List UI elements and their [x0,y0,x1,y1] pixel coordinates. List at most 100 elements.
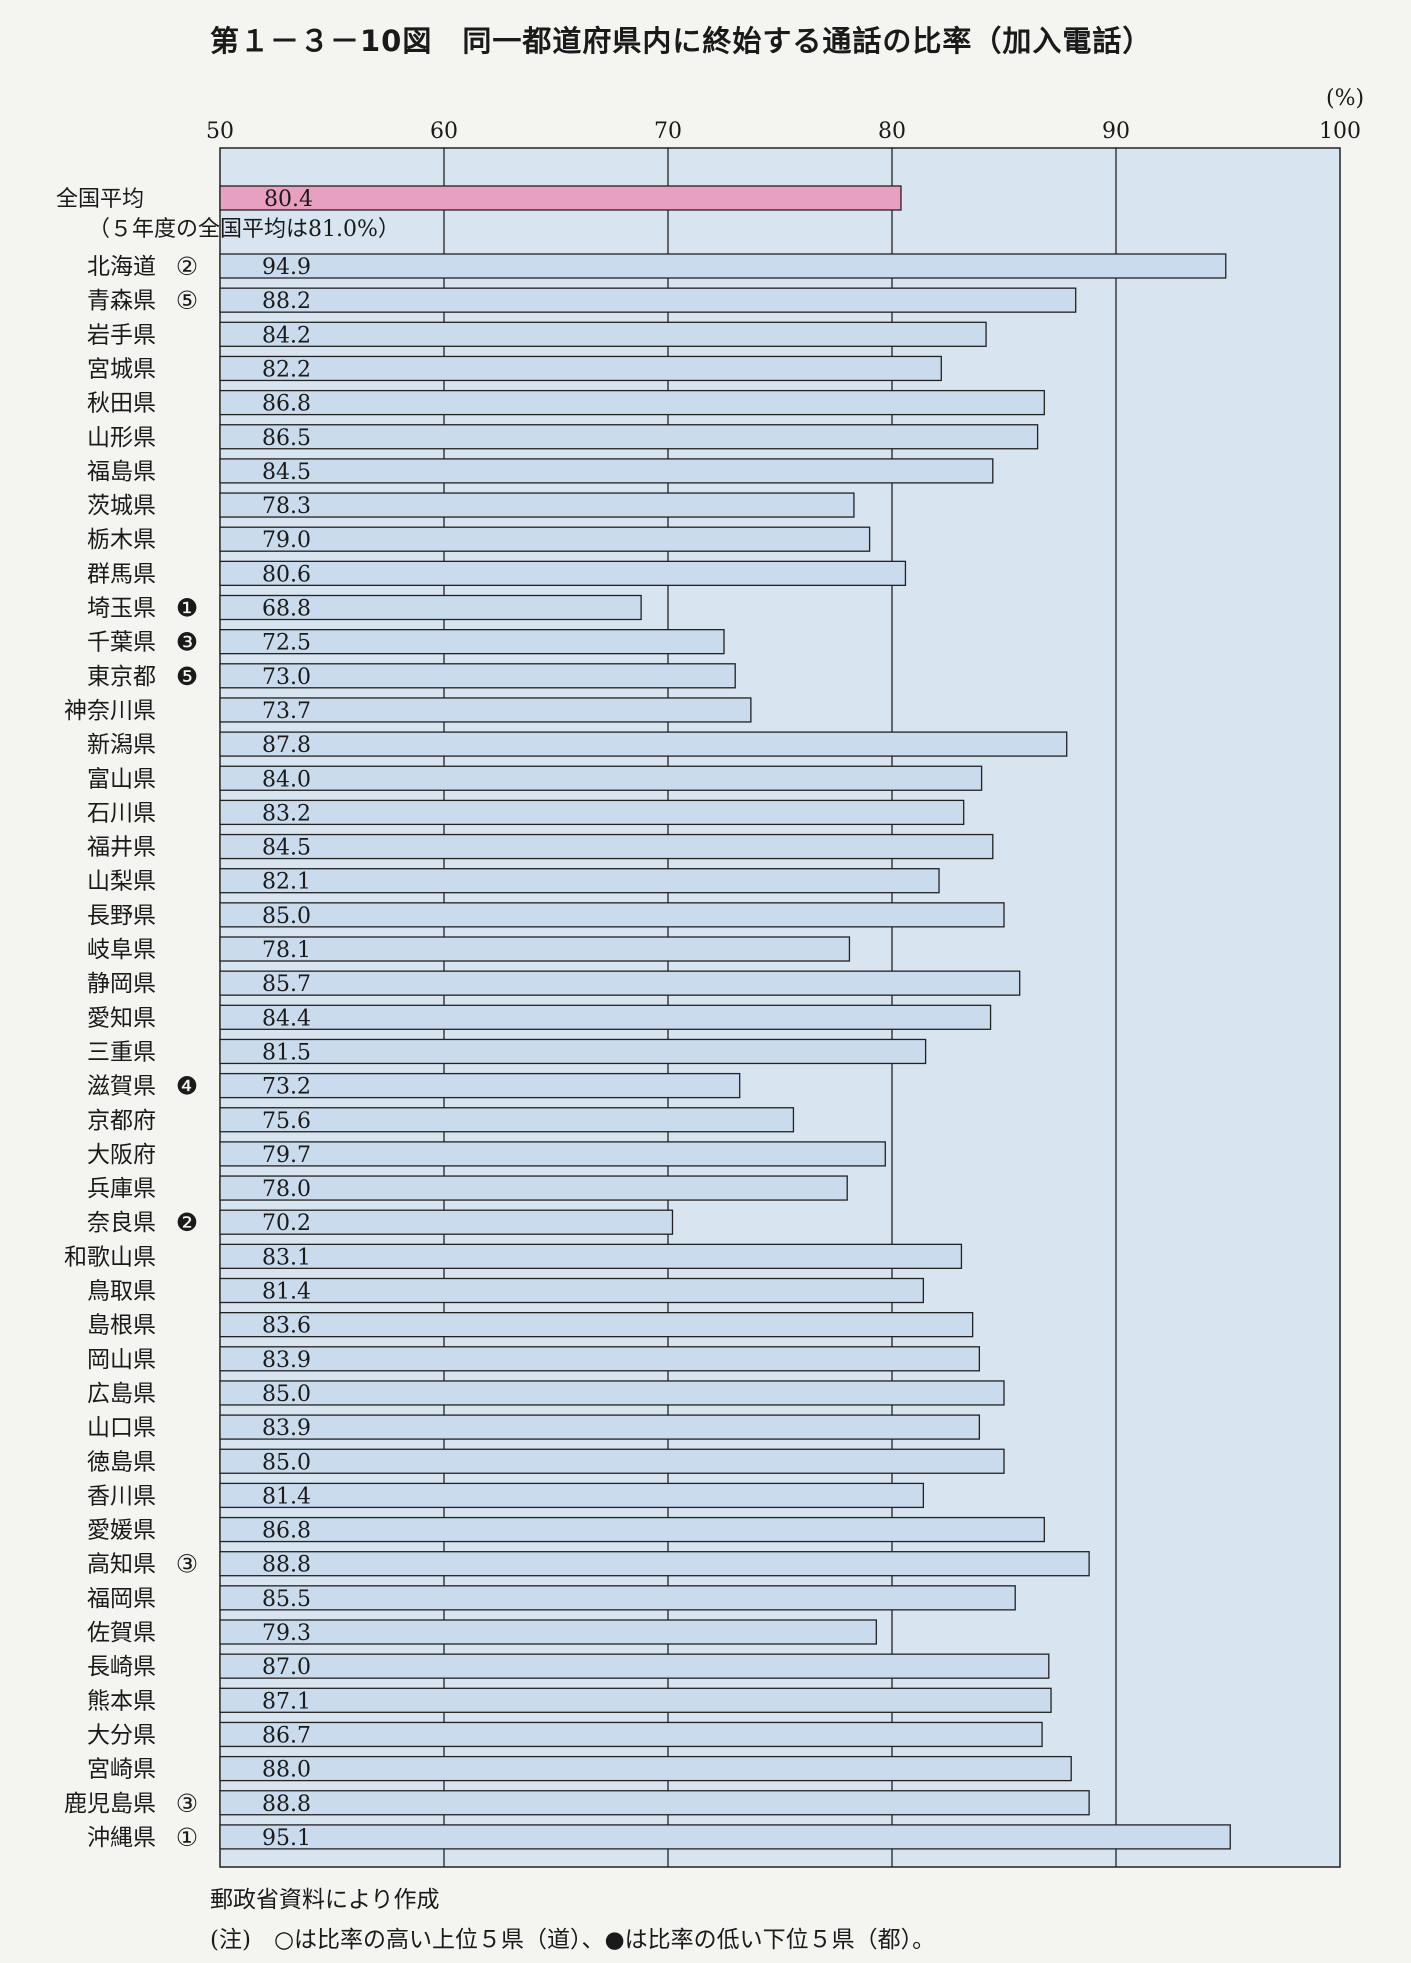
value-label: 78.1 [262,938,311,963]
value-label: 79.3 [262,1621,311,1646]
value-label: 86.5 [262,426,311,451]
rank-mark-high: ① [176,1823,198,1852]
bar [219,1004,992,1030]
bar-national-average [219,185,902,211]
bar [219,663,736,689]
category-label-national-average: 全国平均 [56,187,144,212]
category-label: 秋田県 [87,391,156,417]
value-label: 88.8 [262,1553,311,1578]
value-label: 85.5 [262,1587,311,1612]
bar [219,1312,974,1338]
bar [219,1482,925,1509]
category-label: 新潟県 [87,732,156,758]
unit-label: (%) [1326,86,1365,111]
rank-mark-high: ② [176,252,198,281]
category-label: 鳥取県 [87,1279,156,1305]
bar [219,1653,1050,1679]
value-label: 86.8 [262,392,311,417]
bar [219,458,994,484]
rank-mark-low: ❹ [176,1072,198,1101]
category-label: 山形県 [87,425,156,451]
category-label: 島根県 [87,1313,156,1339]
rank-mark-low: ❺ [176,662,198,691]
bar [219,1414,981,1440]
bar [219,936,851,962]
category-label: 長崎県 [87,1654,156,1680]
value-label: 68.8 [262,597,311,622]
bar [219,1619,877,1645]
bar [219,868,940,894]
value-label: 75.6 [262,1109,311,1134]
x-tick-label: 70 [654,119,682,144]
chart-title: 第１－３－10図 同一都道府県内に終始する通話の比率（加入電話） [210,24,1153,58]
bar [219,389,1045,416]
rank-mark-high: ③ [176,1789,198,1818]
category-label: 大分県 [87,1722,156,1748]
value-label: 85.7 [262,972,311,997]
bar [219,355,942,382]
x-tick-label: 60 [430,119,458,144]
value-label: 70.2 [262,1211,311,1236]
bar [219,1755,1072,1782]
bar [219,526,871,552]
value-label-national-average: 80.4 [264,187,313,212]
bar [219,1107,795,1133]
value-label: 84.0 [262,767,311,792]
value-label: 85.0 [262,1450,311,1475]
bar [219,1277,925,1304]
category-label: 北海道 [87,254,156,280]
value-label: 86.7 [262,1723,311,1748]
bar [219,1175,848,1201]
bar [219,1824,1231,1850]
value-label: 73.7 [262,699,311,724]
category-label: 愛知県 [87,1005,156,1031]
bar [219,1721,1043,1748]
category-label: 福井県 [87,835,156,861]
bar-chart: 50 60 70 80 90 100 80.4 全国平均 （５年度の全国平均は81.0%） 94.… [56,119,1361,1868]
bar [219,1516,1045,1543]
category-label: 愛媛県 [87,1518,156,1544]
value-label: 81.5 [262,1040,311,1065]
value-label: 81.4 [262,1484,311,1509]
category-label: 東京都 [87,664,156,690]
bar [219,1209,674,1235]
category-label: 茨城県 [87,493,156,519]
bar [219,1380,1005,1406]
category-label: 兵庫県 [87,1176,156,1202]
category-label: 静岡県 [87,971,156,997]
category-label: 栃木県 [87,527,156,553]
bar [219,287,1077,313]
category-label: 和歌山県 [64,1244,156,1270]
category-label: 高知県 [87,1552,156,1578]
category-label: 広島県 [87,1381,156,1407]
category-label: 青森県 [87,288,156,314]
value-label: 87.1 [262,1689,311,1714]
category-label: 福岡県 [87,1586,156,1612]
bar [219,253,1227,279]
bar [219,424,1039,450]
rank-mark-low: ❸ [176,628,198,657]
x-tick-label: 80 [878,119,906,144]
bar [219,697,752,723]
bar [219,833,994,860]
value-label: 83.6 [262,1314,311,1339]
bar [219,1038,927,1065]
value-label: 87.8 [262,733,311,758]
category-label: 宮崎県 [87,1757,156,1783]
value-label: 88.8 [262,1792,311,1817]
category-label: 宮城県 [87,356,156,382]
national-average-sublabel: （５年度の全国平均は81.0%） [88,217,400,242]
category-label: 岡山県 [87,1347,156,1373]
bar [219,594,642,621]
value-label: 88.0 [262,1758,311,1783]
category-label: 京都府 [87,1108,156,1134]
bar [219,1687,1052,1713]
x-tick-label: 100 [1319,119,1361,144]
bar [219,1790,1090,1816]
value-label: 83.9 [262,1348,311,1373]
bar [219,321,987,347]
category-label: 石川県 [87,800,156,826]
bar [219,970,1021,996]
value-label: 79.7 [262,1143,311,1168]
